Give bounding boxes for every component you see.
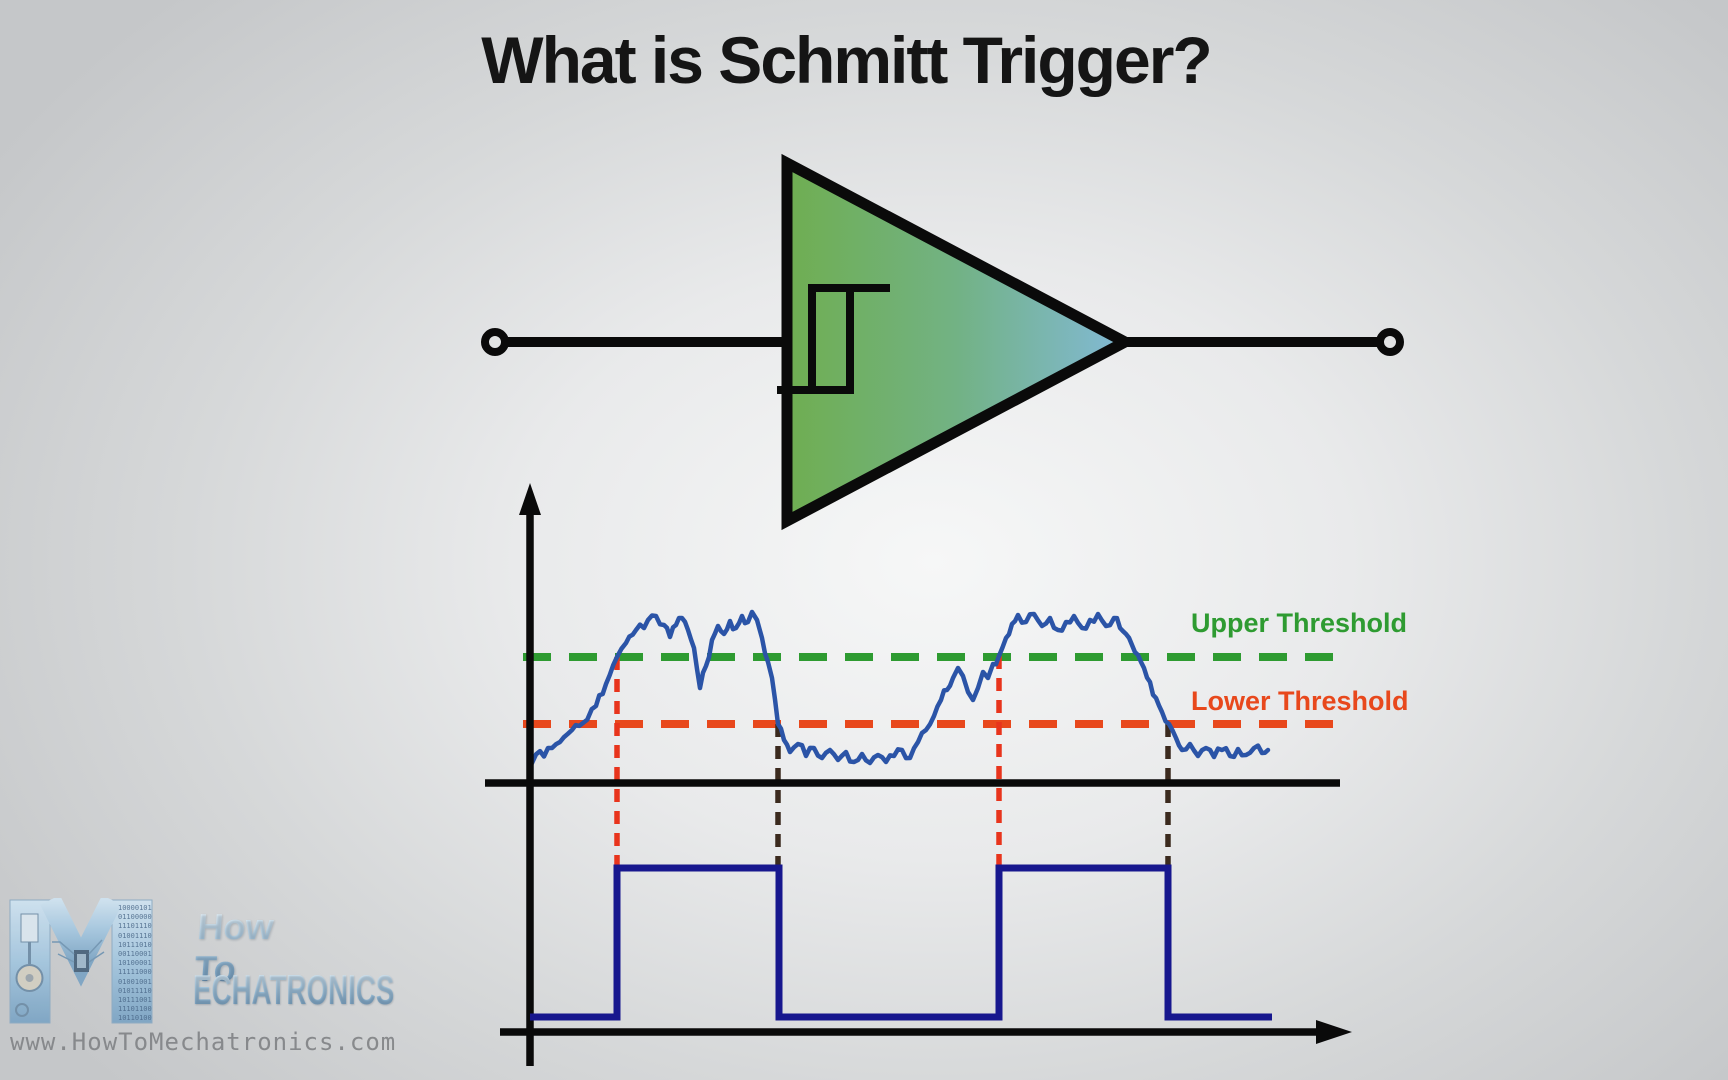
page-title: What is Schmitt Trigger?	[481, 23, 1212, 97]
logo-binary-texture: 10000101 01100000 11101110 01001110 1011…	[118, 904, 152, 1023]
logo-mechatronics-text: ECHATRONICS	[193, 966, 395, 1013]
output-x-axis-arrow-icon	[1316, 1020, 1352, 1044]
logo-website-url: www.HowToMechatronics.com	[10, 1028, 397, 1056]
hysteresis-icon	[777, 284, 890, 394]
schmitt-triangle-symbol	[781, 153, 1137, 531]
logo-m-letter-icon	[9, 898, 153, 1024]
lower-threshold-label: Lower Threshold	[1191, 686, 1409, 716]
input-terminal-icon	[481, 328, 509, 356]
y-axis-arrow-icon	[519, 483, 541, 515]
output-square-wave	[530, 864, 1272, 1021]
logo-mechanism-icon	[15, 913, 105, 1017]
noisy-input-signal	[529, 609, 1271, 766]
output-terminal-icon	[1376, 328, 1404, 356]
upper-threshold-label: Upper Threshold	[1191, 608, 1408, 638]
